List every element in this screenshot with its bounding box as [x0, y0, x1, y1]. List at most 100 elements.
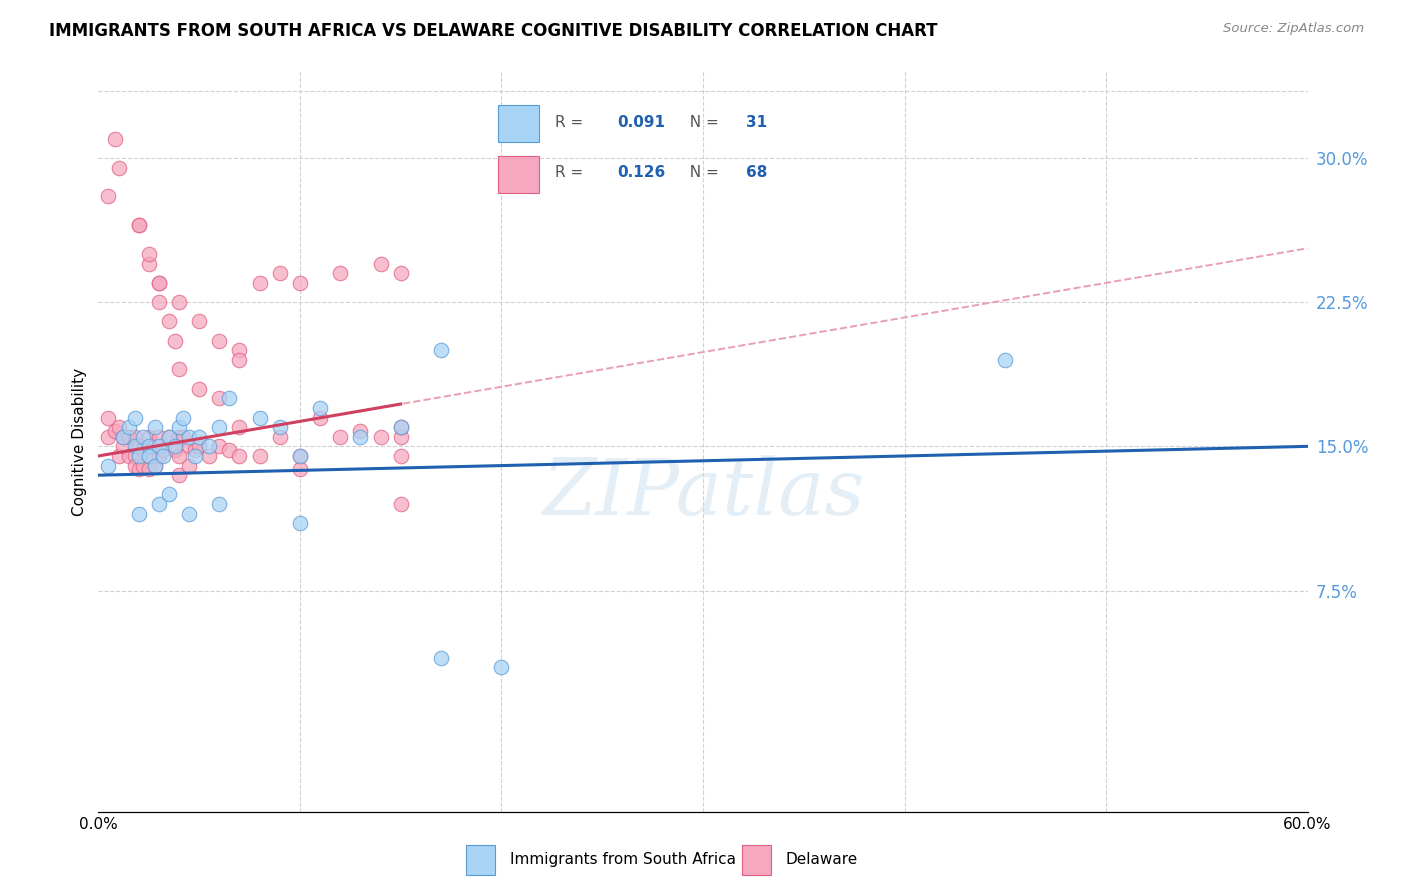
Point [228, 420, 250, 434]
Point [309, 401, 332, 415]
Point [138, 449, 160, 463]
Point [349, 430, 371, 444]
Point [188, 314, 211, 328]
Point [97, 430, 120, 444]
Point [329, 430, 352, 444]
Point [167, 449, 190, 463]
Point [163, 443, 186, 458]
Point [132, 430, 155, 444]
Point [288, 449, 311, 463]
Point [157, 430, 180, 444]
Point [228, 352, 250, 367]
Point [269, 420, 291, 434]
Point [218, 443, 240, 458]
Point [218, 391, 240, 405]
Point [103, 131, 125, 145]
Point [288, 516, 311, 531]
Point [288, 449, 311, 463]
Point [228, 343, 250, 358]
Text: Source: ZipAtlas.com: Source: ZipAtlas.com [1223, 22, 1364, 36]
Point [249, 276, 271, 290]
Point [184, 443, 207, 458]
Point [370, 257, 392, 271]
Point [118, 449, 141, 463]
Point [97, 458, 120, 473]
Point [249, 410, 271, 425]
Point [188, 430, 211, 444]
Point [157, 430, 180, 444]
Y-axis label: Cognitive Disability: Cognitive Disability [72, 368, 87, 516]
Point [107, 161, 129, 175]
Point [167, 430, 190, 444]
Point [157, 314, 180, 328]
Point [994, 352, 1017, 367]
Point [124, 458, 146, 473]
Point [157, 487, 180, 501]
Point [152, 449, 174, 463]
Point [124, 439, 146, 453]
Point [138, 430, 160, 444]
Point [118, 430, 141, 444]
Point [179, 439, 201, 453]
Point [138, 449, 160, 463]
Point [179, 458, 201, 473]
Point [111, 430, 134, 444]
Point [198, 439, 221, 453]
Point [128, 507, 150, 521]
Point [163, 334, 186, 348]
Point [269, 430, 291, 444]
Point [208, 391, 231, 405]
Point [97, 410, 120, 425]
Point [138, 247, 160, 261]
Point [167, 362, 190, 376]
Point [188, 382, 211, 396]
Point [107, 420, 129, 434]
Point [103, 424, 125, 438]
Point [124, 430, 146, 444]
Point [128, 218, 150, 232]
Point [148, 276, 170, 290]
Point [97, 189, 120, 203]
Point [389, 266, 412, 280]
Point [269, 266, 291, 280]
Point [128, 462, 150, 476]
Point [167, 295, 190, 310]
Point [249, 449, 271, 463]
Point [208, 439, 231, 453]
Point [179, 430, 201, 444]
Point [148, 449, 170, 463]
Point [163, 439, 186, 453]
Point [143, 439, 166, 453]
Point [208, 420, 231, 434]
Point [167, 468, 190, 483]
Point [188, 439, 211, 453]
Point [288, 462, 311, 476]
Point [118, 420, 141, 434]
Point [124, 410, 146, 425]
Point [430, 343, 453, 358]
Point [138, 257, 160, 271]
Point [184, 449, 207, 463]
Point [148, 295, 170, 310]
Point [128, 439, 150, 453]
Point [128, 449, 150, 463]
Point [148, 497, 170, 511]
Point [132, 458, 155, 473]
Point [128, 218, 150, 232]
Point [491, 660, 513, 674]
Point [389, 430, 412, 444]
Point [138, 462, 160, 476]
Point [370, 430, 392, 444]
Point [143, 458, 166, 473]
Point [143, 458, 166, 473]
Point [389, 497, 412, 511]
Point [329, 266, 352, 280]
Point [124, 449, 146, 463]
Point [172, 430, 194, 444]
Point [288, 276, 311, 290]
Point [138, 439, 160, 453]
Point [148, 276, 170, 290]
Point [389, 420, 412, 434]
Point [349, 424, 371, 438]
Point [389, 449, 412, 463]
